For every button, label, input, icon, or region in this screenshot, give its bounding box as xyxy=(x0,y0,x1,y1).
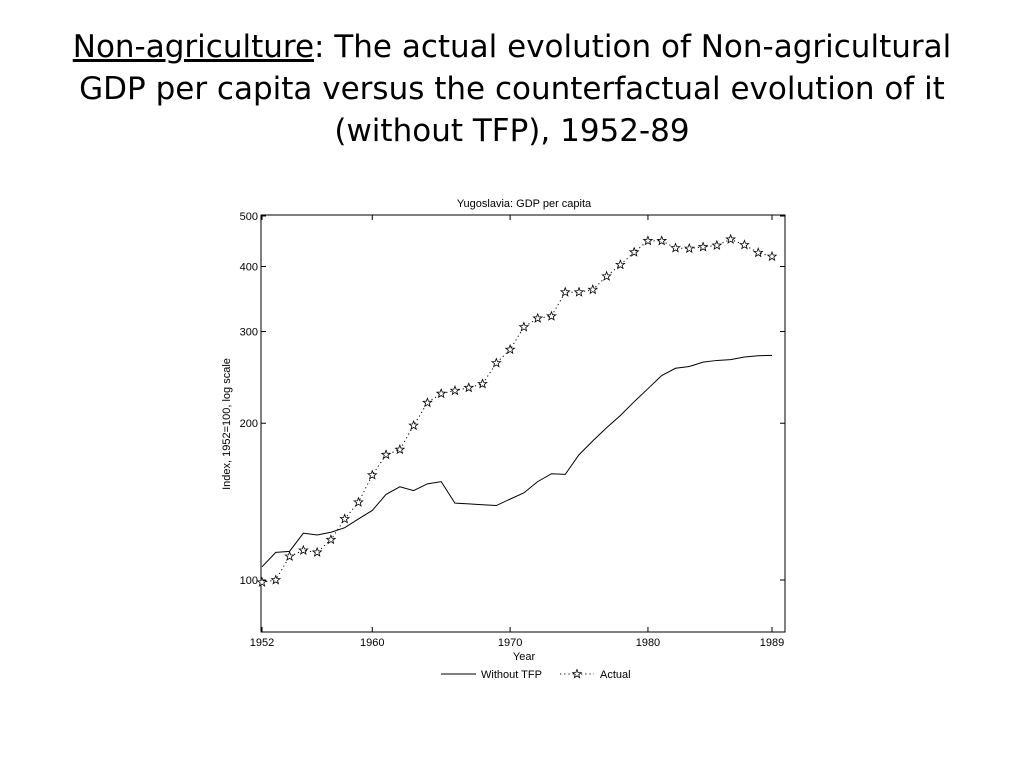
slide-title-keyword: Non-agriculture xyxy=(72,29,315,65)
data-point-actual xyxy=(449,384,461,396)
data-point-actual xyxy=(435,387,447,399)
y-tick-label: 500 xyxy=(240,211,258,223)
legend-label-without-tfp: Without TFP xyxy=(481,669,542,681)
y-tick-label: 200 xyxy=(240,418,258,430)
data-point-actual xyxy=(284,550,295,561)
data-point-actual xyxy=(573,286,585,297)
data-point-actual xyxy=(670,242,681,253)
data-point-actual xyxy=(311,546,323,557)
data-point-actual xyxy=(325,534,337,545)
data-point-actual xyxy=(628,246,640,257)
data-point-actual xyxy=(504,343,516,355)
data-point-actual xyxy=(297,544,309,555)
data-point-actual xyxy=(615,259,626,270)
x-tick-label: 1980 xyxy=(636,637,660,649)
y-tick-label: 100 xyxy=(240,575,258,587)
slide-title: Non-agriculture: The actual evolution of… xyxy=(40,26,984,152)
data-point-actual xyxy=(422,397,433,408)
data-point-actual xyxy=(683,242,695,254)
series-line-without-tfp xyxy=(261,354,773,568)
data-point-actual xyxy=(642,235,654,246)
data-point-actual xyxy=(366,469,378,480)
series-layer xyxy=(256,233,778,587)
data-point-actual xyxy=(559,286,571,297)
legend-label-actual: Actual xyxy=(600,669,631,681)
data-point-actual xyxy=(601,270,612,281)
data-point-actual xyxy=(339,513,351,524)
x-tick-label: 1989 xyxy=(760,637,784,649)
data-point-actual xyxy=(711,239,723,250)
y-axis-label: Index, 1952=100, log scale xyxy=(221,358,233,490)
data-point-actual xyxy=(766,250,778,262)
x-axis-ticks: 1952 1960 1970 1980 1989 xyxy=(250,215,784,649)
data-point-actual xyxy=(380,449,392,460)
data-point-actual xyxy=(256,576,268,587)
data-point-actual xyxy=(353,496,364,507)
y-axis-ticks: 100 200 300 400 500 xyxy=(240,211,785,587)
y-tick-label: 300 xyxy=(240,327,258,339)
data-point-actual xyxy=(270,574,282,585)
data-point-actual xyxy=(408,419,419,431)
data-point-actual xyxy=(490,357,502,368)
data-point-actual xyxy=(546,310,557,321)
series-line-actual xyxy=(261,238,773,583)
data-point-actual xyxy=(518,321,530,332)
data-point-actual xyxy=(656,235,668,246)
slide-title-rest: : The actual evolution of Non-agricultur… xyxy=(79,29,952,149)
x-tick-label: 1960 xyxy=(360,637,384,649)
x-tick-label: 1952 xyxy=(250,637,274,649)
chart-title: Yugoslavia: GDP per capita xyxy=(457,198,592,210)
plot-area-frame xyxy=(260,214,786,633)
data-point-actual xyxy=(752,247,764,258)
data-point-actual xyxy=(463,382,475,393)
x-tick-label: 1970 xyxy=(498,637,522,649)
chart-legend: Without TFP Actual xyxy=(441,668,631,681)
data-point-actual xyxy=(725,233,737,244)
data-point-actual xyxy=(697,241,709,252)
data-point-actual xyxy=(532,312,544,323)
x-axis-label: Year xyxy=(513,651,536,663)
data-point-actual xyxy=(739,239,750,250)
data-point-actual xyxy=(477,378,488,389)
y-tick-label: 400 xyxy=(240,261,258,273)
data-point-actual xyxy=(587,284,599,295)
legend-marker-actual xyxy=(571,668,583,679)
data-point-actual xyxy=(394,443,406,455)
